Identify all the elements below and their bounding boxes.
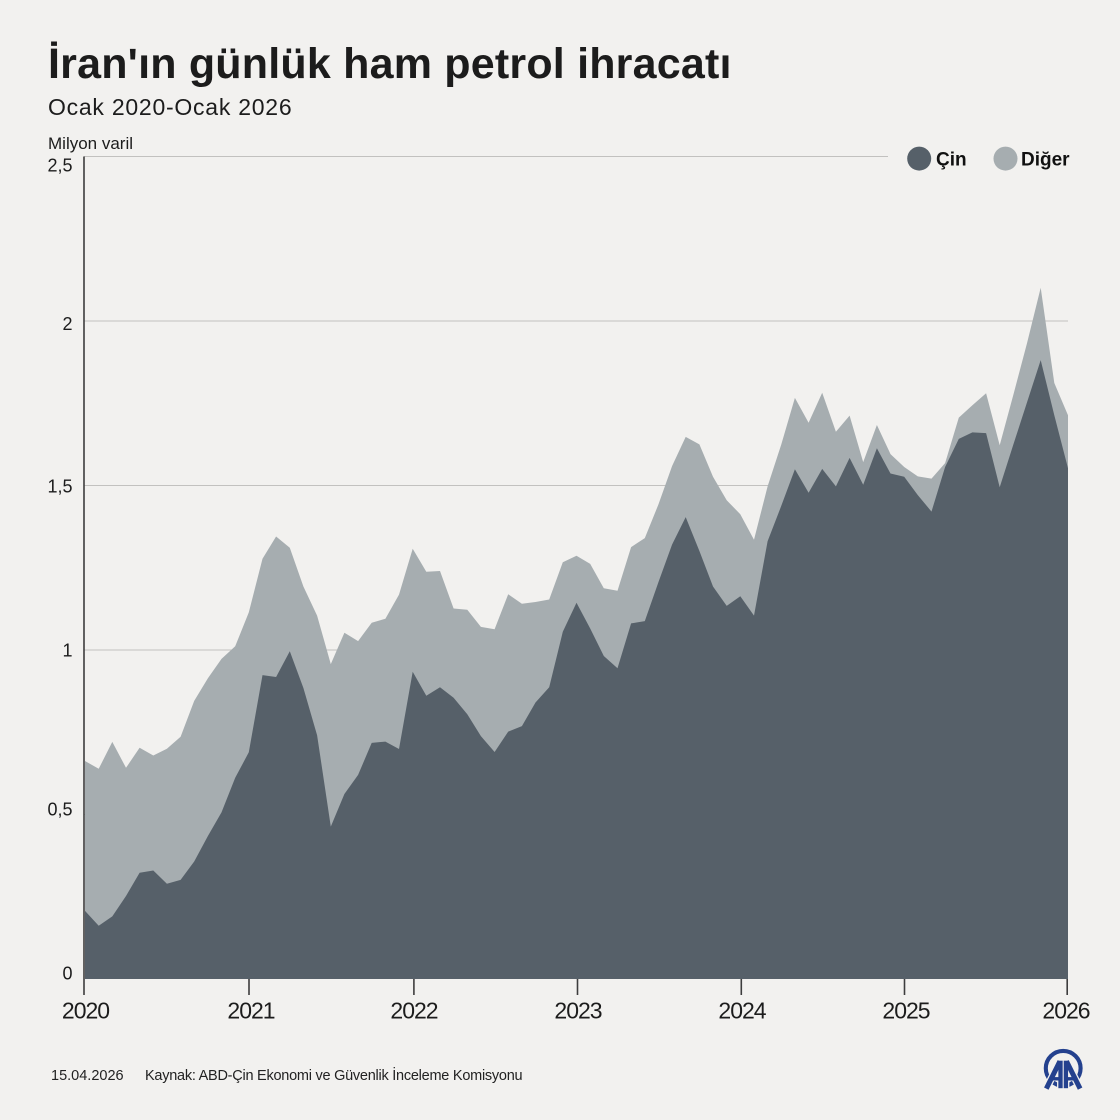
svg-text:2020: 2020 — [62, 997, 109, 1023]
svg-text:2021: 2021 — [227, 997, 274, 1023]
svg-text:2,5: 2,5 — [47, 156, 72, 176]
svg-text:2025: 2025 — [882, 997, 929, 1023]
svg-text:2024: 2024 — [718, 997, 766, 1023]
svg-text:2023: 2023 — [554, 997, 601, 1023]
svg-text:2: 2 — [62, 314, 72, 334]
svg-text:1: 1 — [62, 641, 72, 661]
svg-text:0: 0 — [62, 963, 72, 983]
svg-text:2026: 2026 — [1042, 997, 1089, 1023]
svg-text:1,5: 1,5 — [47, 477, 72, 497]
svg-text:Diğer: Diğer — [1021, 150, 1070, 171]
svg-text:Çin: Çin — [936, 150, 967, 171]
svg-text:0,5: 0,5 — [47, 800, 72, 820]
svg-text:2022: 2022 — [390, 997, 437, 1023]
